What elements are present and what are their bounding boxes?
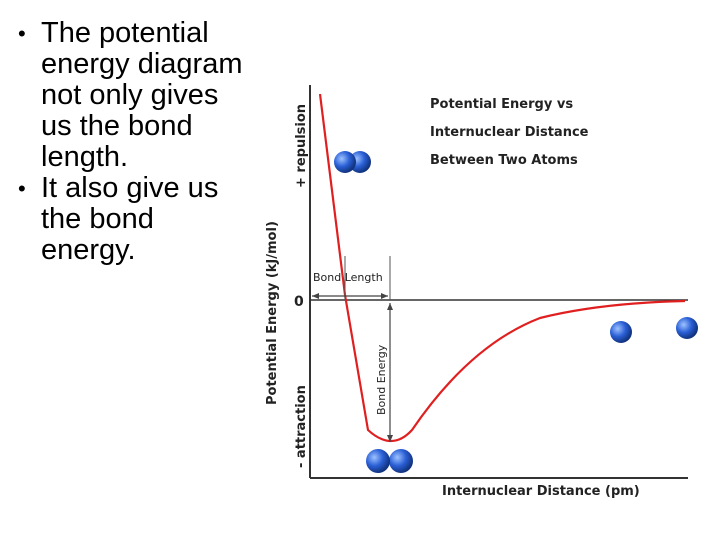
y-axis-label: Potential Energy (kJ/mol)	[265, 221, 280, 405]
bullet-item: • The potential energy diagram not only g…	[14, 18, 254, 173]
atoms-close-pair	[334, 151, 371, 173]
atom-icon	[676, 317, 698, 339]
diagram-title-line-1: Potential Energy vs	[430, 97, 573, 112]
bullet-dot-icon: •	[18, 21, 26, 46]
bond-length-label: Bond Length	[313, 271, 383, 284]
bond-length-arrowhead-left	[312, 293, 319, 299]
bullet-list: • The potential energy diagram not only g…	[14, 18, 254, 266]
diagram-title-line-2: Internuclear Distance	[430, 125, 589, 140]
diagram-title-line-3: Between Two Atoms	[430, 153, 578, 168]
x-axis-label: Internuclear Distance (pm)	[442, 484, 640, 499]
bond-energy-arrowhead-top	[387, 303, 393, 310]
atom-icon	[334, 151, 356, 173]
bullet-item: • It also give us the bond energy.	[14, 173, 254, 266]
zero-label: 0	[294, 294, 304, 310]
atom-icon	[610, 321, 632, 343]
bond-energy-label: Bond Energy	[375, 344, 388, 415]
bullet-text: The potential energy diagram not only gi…	[41, 17, 243, 173]
bullet-text: It also give us the bond energy.	[41, 172, 219, 266]
atoms-bonded-pair	[366, 449, 413, 473]
bond-energy-arrowhead-bottom	[387, 435, 393, 442]
atom-icon	[366, 449, 390, 473]
attraction-label: - attraction	[294, 385, 309, 468]
repulsion-label: + repulsion	[294, 104, 309, 188]
bullet-dot-icon: •	[18, 176, 26, 201]
potential-curve	[318, 93, 686, 443]
atom-icon	[389, 449, 413, 473]
bond-length-arrowhead-right	[381, 293, 388, 299]
atoms-separated-pair	[610, 317, 698, 343]
